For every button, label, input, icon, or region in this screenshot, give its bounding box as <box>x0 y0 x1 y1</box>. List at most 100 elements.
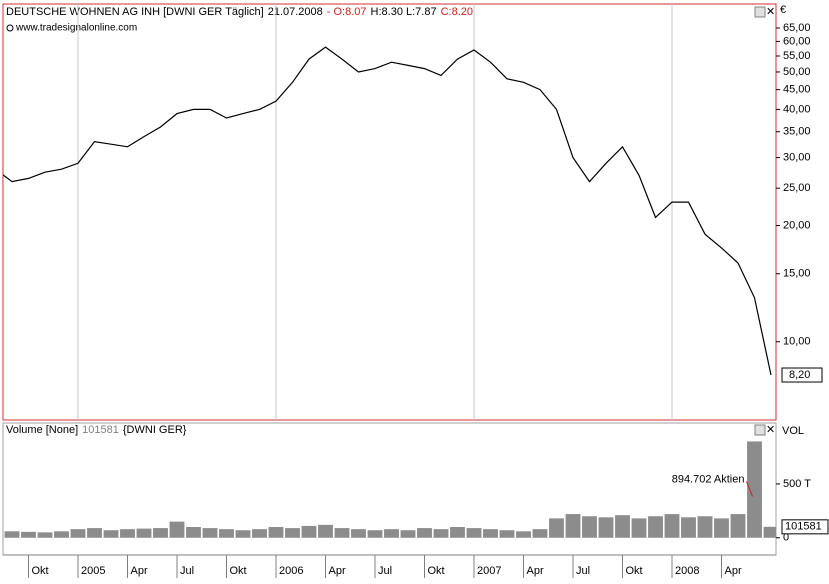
volume-bar <box>103 530 119 538</box>
close-button[interactable]: ✕ <box>766 424 775 436</box>
volume-bar <box>400 530 416 538</box>
volume-bar <box>235 530 251 538</box>
y-tick-label: 0 <box>783 532 789 544</box>
price-plot <box>3 4 772 420</box>
y-tick-label: 45,00 <box>783 84 811 96</box>
volume-plot <box>4 441 776 538</box>
y-tick-label: 65,00 <box>783 22 811 34</box>
date: 21.07.2008 <box>268 6 323 18</box>
x-tick-label: Apr <box>131 565 148 577</box>
volume-bar <box>664 514 680 538</box>
y-tick-label: 20,00 <box>783 219 811 231</box>
volume-bar <box>466 528 482 538</box>
volume-bar <box>21 531 36 538</box>
currency: € <box>780 4 786 16</box>
price-line <box>3 46 772 376</box>
volume-bar <box>615 515 630 538</box>
price-pane <box>2 3 777 421</box>
volume-bar <box>747 441 762 538</box>
volume-bar <box>433 529 449 538</box>
volume-bar <box>532 529 548 538</box>
volume-bar <box>285 528 300 538</box>
volume-bar <box>120 529 135 538</box>
volume-bar <box>87 528 102 538</box>
volume-bar <box>169 521 185 538</box>
volume-last: 101581 <box>82 424 119 436</box>
volume-bar <box>763 526 776 538</box>
volume-bar <box>483 529 498 538</box>
y-tick-label: 55,00 <box>783 50 811 62</box>
volume-bar <box>70 529 86 538</box>
volume-bar <box>4 531 20 538</box>
volume-bar <box>450 527 465 538</box>
annotation-line <box>746 481 753 497</box>
volume-bar <box>549 518 564 538</box>
maximize-button[interactable] <box>754 6 766 18</box>
open-value: - O:8.07 <box>327 6 367 18</box>
volume-bar <box>384 529 399 538</box>
volume-bar <box>219 529 234 538</box>
y-tick-label: 500 T <box>783 478 811 490</box>
volume-bar <box>268 527 284 538</box>
volume-bar <box>598 517 614 538</box>
y-tick-label: 60,00 <box>783 35 811 47</box>
x-tick-label: 2007 <box>477 565 501 577</box>
x-tick-label: Apr <box>329 565 346 577</box>
maximize-button[interactable] <box>754 424 766 436</box>
y-tick-label: 25,00 <box>783 182 811 194</box>
volume-bar <box>202 528 218 538</box>
volume-bar <box>582 516 597 538</box>
x-tick-label: Okt <box>428 565 445 577</box>
last-value-label: 8,20 <box>789 369 810 381</box>
annotation: 894.702 Aktien <box>672 473 745 485</box>
x-tick-label: Jul <box>180 565 194 577</box>
x-tick-label: Jul <box>378 565 392 577</box>
y-tick-label: 40,00 <box>783 103 811 115</box>
volume-bar <box>136 528 152 538</box>
source: www.tradesignalonline.com <box>15 23 137 34</box>
close-value: C:8.20 <box>441 6 473 18</box>
volume-bar <box>631 518 647 538</box>
volume-bar <box>367 530 383 538</box>
x-tick-label: Okt <box>230 565 247 577</box>
volume-bar <box>565 514 581 538</box>
y-tick-label: 35,00 <box>783 126 811 138</box>
last-value-box <box>781 519 829 535</box>
source-icon <box>6 24 14 32</box>
volume-bar <box>54 531 69 538</box>
volume-bar <box>334 528 350 538</box>
x-tick-label: 2006 <box>279 565 303 577</box>
chart-title: DEUTSCHE WOHNEN AG INH [DWNI GER Täglich… <box>6 6 264 18</box>
volume-bar <box>648 516 663 538</box>
x-tick-label: Apr <box>527 565 544 577</box>
x-tick-label: Apr <box>725 565 742 577</box>
volume-axis-label: VOL <box>782 425 804 437</box>
volume-bar <box>499 530 515 538</box>
close-button[interactable]: ✕ <box>766 6 775 18</box>
y-tick-label: 50,00 <box>783 66 811 78</box>
volume-title: Volume [None] <box>6 424 78 436</box>
x-tick-label: 2005 <box>81 565 105 577</box>
volume-bar <box>186 527 201 538</box>
x-tick-label: Okt <box>626 565 643 577</box>
price-header: DEUTSCHE WOHNEN AG INH [DWNI GER Täglich… <box>6 6 473 18</box>
volume-bar <box>351 529 366 538</box>
volume-bar <box>301 525 317 538</box>
volume-header: Volume [None] 101581 {DWNI GER} <box>6 424 187 436</box>
volume-bar <box>417 528 432 538</box>
symbol: {DWNI GER} <box>123 424 187 436</box>
high-low-value: H:8.30 L:7.87 <box>371 6 437 18</box>
y-tick-label: 15,00 <box>783 268 811 280</box>
x-tick-label: 2008 <box>675 565 699 577</box>
volume-bar <box>516 531 531 538</box>
volume-bar <box>730 514 746 538</box>
volume-bar <box>318 524 333 538</box>
volume-bar <box>697 516 713 538</box>
volume-bar <box>681 517 696 538</box>
volume-bar <box>153 528 168 538</box>
x-tick-label: Jul <box>576 565 590 577</box>
x-tick-label: Okt <box>32 565 49 577</box>
y-tick-label: 10,00 <box>783 336 811 348</box>
volume-bar <box>714 518 729 538</box>
